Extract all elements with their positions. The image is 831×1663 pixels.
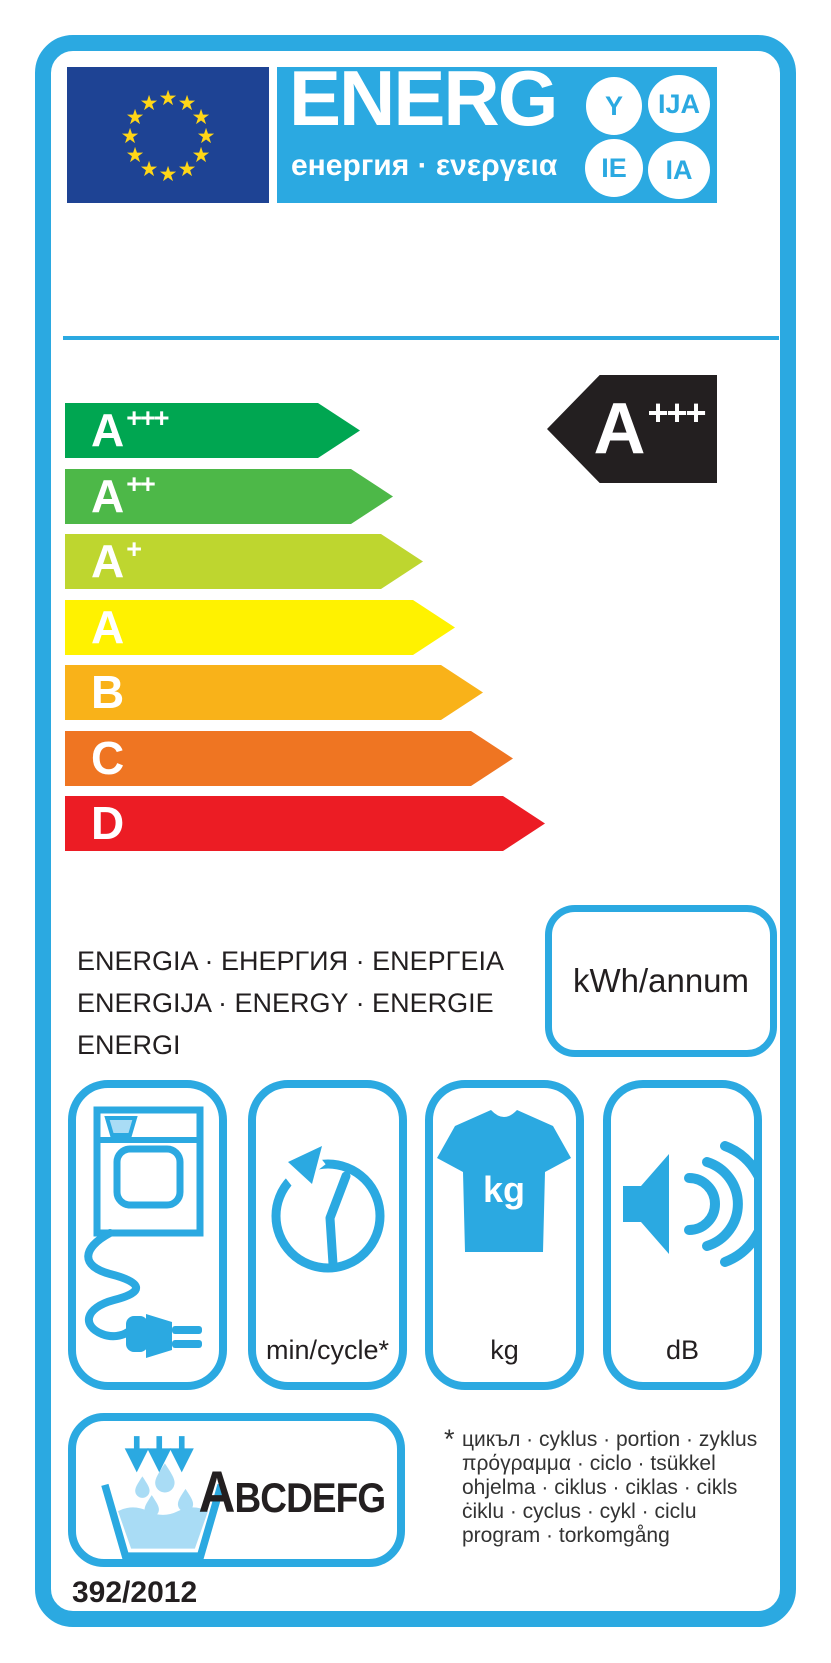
energy-words-block: ENERGIA · ЕНЕРГИЯ · ΕΝΕΡΓΕΙΑ ENERGIJA · … [77, 940, 504, 1066]
rating-plus: +++ [647, 392, 706, 433]
pictogram-box-noise: dB [603, 1080, 762, 1390]
svg-text:★: ★ [140, 158, 159, 181]
class-letter: A [91, 470, 125, 522]
cycle-time-icon [271, 1139, 385, 1273]
footnote-line2: πρόγραμμα · ciclo · tsükkel [462, 1452, 716, 1475]
tumble-dryer-plug-icon [84, 1106, 204, 1358]
condensation-class-rest: BCDEFG [234, 1474, 386, 1521]
class-letter: D [91, 797, 125, 849]
energy-class-bar-a-plus2: A ++ [65, 469, 393, 524]
svg-text:★: ★ [159, 163, 178, 186]
condensation-class-big: A [198, 1460, 235, 1525]
class-plus: ++ [126, 469, 154, 499]
energy-class-bar-b: B [65, 665, 483, 720]
footnote-block: цикъл · cyklus · portion · zyklus πρόγρα… [462, 1428, 762, 1548]
footnote-line5: program · torkomgång [462, 1524, 670, 1547]
rating-letter: A [593, 389, 646, 469]
annual-consumption-box: kWh/annum [545, 905, 777, 1057]
energy-words-line1: ENERGIA · ЕНЕРГИЯ · ΕΝΕΡΓΕΙΑ [77, 946, 504, 976]
class-letter: A [91, 404, 125, 456]
class-letter: C [91, 732, 125, 784]
class-plus: + [126, 534, 141, 564]
svg-text:★: ★ [178, 158, 197, 181]
condensation-scale: A BCDEFG [198, 1459, 386, 1526]
pictogram-box-load: kg kg [425, 1080, 584, 1390]
label-border-frame [35, 35, 796, 1627]
pictogram-box-dryer [68, 1080, 227, 1390]
svg-text:★: ★ [140, 92, 159, 115]
svg-text:★: ★ [192, 106, 211, 129]
noise-level-icon [623, 1141, 754, 1267]
energy-class-bar-a: A [65, 600, 455, 655]
class-letter: A [91, 535, 125, 587]
suffix-bubble-ija: IJA [648, 75, 710, 133]
energy-class-bar-c: C [65, 731, 513, 786]
suffix-bubble-y: Y [586, 77, 642, 135]
energy-class-bar-a-plus1: A + [65, 534, 423, 589]
svg-text:★: ★ [159, 87, 178, 110]
energy-words-line2: ENERGIJA · ENERGY · ENERGIE [77, 988, 494, 1018]
pictogram-box-cycle-time: min/cycle* [248, 1080, 407, 1390]
svg-text:★: ★ [197, 125, 216, 148]
svg-text:★: ★ [126, 106, 145, 129]
svg-text:★: ★ [192, 144, 211, 167]
brand-subtitle: енергия · ενεργεια [291, 149, 558, 182]
energy-words-line3: ENERGI [77, 1030, 181, 1060]
class-plus: +++ [126, 403, 168, 433]
footnote-marker: * [444, 1424, 455, 1454]
class-letter: B [91, 666, 125, 718]
condensation-efficiency-icon [101, 1436, 225, 1560]
energy-class-bar-d: D [65, 796, 545, 851]
svg-text:★: ★ [126, 144, 145, 167]
svg-text:★: ★ [121, 125, 140, 148]
energ-header-panel: ENERG енергия · ενεργεια Y IJA IE IA [277, 59, 717, 203]
tshirt-capacity-icon: kg [437, 1110, 571, 1252]
load-unit: kg [490, 1335, 519, 1365]
footnote-line1: цикъл · cyklus · portion · zyklus [462, 1428, 758, 1451]
cycle-time-unit: min/cycle* [265, 1335, 390, 1365]
noise-unit: dB [665, 1335, 700, 1365]
regulation-number: 392/2012 [72, 1576, 198, 1609]
annual-consumption-unit: kWh/annum [572, 962, 750, 999]
footnote-line3: ohjelma · ciklus · ciklas · cikls [462, 1476, 738, 1499]
footnote-line4: ċiklu · cyclus · cykl · ciclu [462, 1500, 697, 1523]
suffix-bubble-ie: IE [585, 139, 643, 197]
suffix-bubble-ia: IA [648, 141, 710, 199]
eu-stars-icon: ★ ★★ ★★★ ★★★ ★★★ [121, 87, 216, 186]
header-divider [63, 336, 779, 340]
energy-class-bar-a-plus3: A +++ [65, 403, 360, 458]
brand-word: ENERG [289, 54, 558, 142]
svg-text:★: ★ [178, 92, 197, 115]
shirt-kg-label: kg [483, 1169, 525, 1210]
condensation-efficiency-box: A BCDEFG [68, 1413, 405, 1567]
class-letter: A [91, 601, 125, 653]
eu-flag: ★ ★ ★ ★ ★ ★ ★ ★ ★ ★ ★ ★ [67, 67, 269, 203]
